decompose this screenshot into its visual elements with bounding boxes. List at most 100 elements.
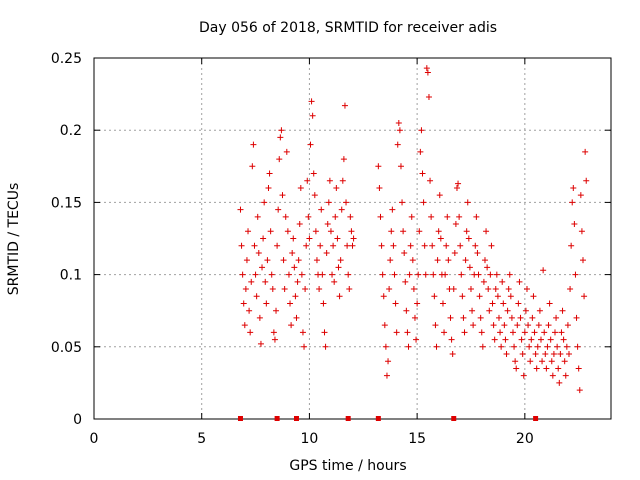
data-point [421,242,428,249]
data-point [456,213,463,220]
data-point [385,358,392,365]
data-point [296,221,303,228]
x-axis-label: GPS time / hours [289,458,406,474]
data-point [377,213,384,220]
data-point [539,358,546,365]
data-point [383,372,390,379]
y-tick-label: 0.2 [60,123,82,139]
gap-marker [237,416,243,421]
data-point [443,242,450,249]
data-point [327,228,334,235]
data-point [491,336,498,343]
data-point [332,213,339,220]
data-point [511,343,518,350]
data-point [561,358,568,365]
data-point [301,343,308,350]
data-point [239,271,246,278]
data-point [428,213,435,220]
data-point [322,343,329,350]
data-point [521,329,528,336]
data-point [387,257,394,264]
data-point [581,293,588,300]
data-point [437,235,444,242]
data-point [294,278,301,285]
data-point [528,336,535,343]
gap-marker [293,416,299,421]
data-point [414,300,421,307]
data-point [287,300,294,307]
data-point [388,228,395,235]
data-point [516,278,523,285]
data-point [263,300,270,307]
data-point [458,271,465,278]
data-point [318,206,325,213]
data-point [469,307,476,314]
data-point [583,177,590,184]
data-point [295,257,302,264]
x-tick-label: 5 [197,431,206,447]
data-point [240,300,247,307]
y-tick-label: 0.1 [60,268,82,284]
plot-frame [93,57,612,420]
data-point [260,235,267,242]
data-point [494,293,501,300]
data-point [500,300,507,307]
data-point [435,228,442,235]
data-point [560,336,567,343]
data-point [576,387,583,394]
data-point [466,264,473,271]
data-point [485,286,492,293]
data-point [415,271,422,278]
gap-marker [451,416,457,421]
data-point [515,300,522,307]
data-point [308,98,315,105]
data-point [326,177,333,184]
data-point [504,307,511,314]
data-point [264,257,271,264]
data-point [292,293,299,300]
data-point [313,257,320,264]
data-point [464,199,471,206]
data-point [291,264,298,271]
data-point [582,148,589,155]
data-point [455,180,462,187]
data-point [578,228,585,235]
data-point [436,192,443,199]
data-point [255,249,262,256]
data-point [543,365,550,372]
data-point [530,293,537,300]
data-point [574,343,581,350]
data-point [554,343,561,350]
data-point [513,365,520,372]
data-point [289,249,296,256]
data-point [571,221,578,228]
data-point [489,300,496,307]
data-point [376,184,383,191]
data-point [556,379,563,386]
data-point [321,329,328,336]
data-point [307,141,314,148]
data-point [495,314,502,321]
data-point [306,235,313,242]
data-point [386,286,393,293]
data-point [476,293,483,300]
data-point [462,257,469,264]
data-point [410,286,417,293]
data-point [245,228,252,235]
data-point [309,112,316,119]
data-point [336,293,343,300]
data-point [293,314,300,321]
data-point [378,242,385,249]
data-point [459,293,466,300]
data-point [341,102,348,109]
data-point [401,249,408,256]
data-point [484,264,491,271]
data-point [488,242,495,249]
data-point [270,329,277,336]
data-point [535,322,542,329]
data-point [442,271,449,278]
data-point [572,271,579,278]
data-point [433,343,440,350]
data-point [393,329,400,336]
data-point [402,278,409,285]
